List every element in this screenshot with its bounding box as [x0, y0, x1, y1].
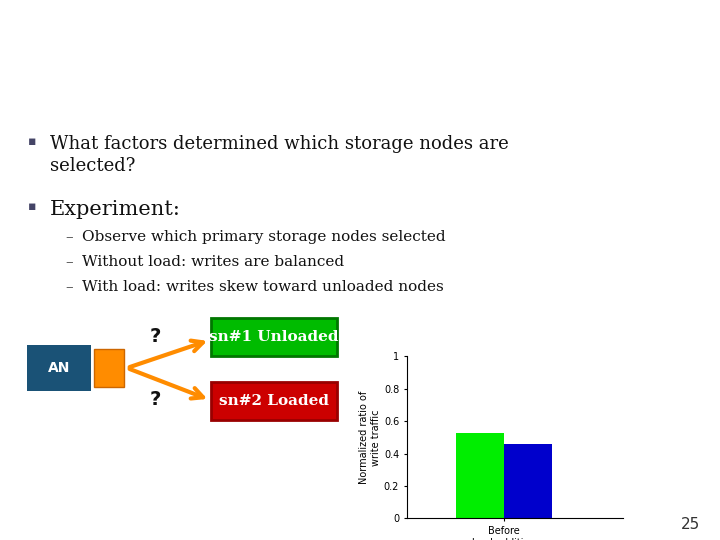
Text: –: –: [65, 255, 73, 269]
Text: ?: ?: [149, 327, 161, 347]
Text: sn#1 Unloaded: sn#1 Unloaded: [210, 330, 338, 344]
FancyBboxPatch shape: [211, 382, 337, 420]
Text: ?: ?: [149, 390, 161, 409]
Text: selected?: selected?: [50, 157, 135, 175]
FancyBboxPatch shape: [94, 349, 124, 387]
FancyBboxPatch shape: [27, 345, 91, 391]
Text: –: –: [65, 280, 73, 294]
FancyBboxPatch shape: [211, 318, 337, 356]
Text: AN: AN: [48, 361, 70, 375]
Text: Write Load Balancing: Write Load Balancing: [174, 24, 546, 56]
Text: Without load: writes are balanced: Without load: writes are balanced: [82, 255, 344, 269]
Text: ▪: ▪: [28, 135, 37, 148]
Text: 25: 25: [680, 517, 700, 532]
Text: Observe which primary storage nodes selected: Observe which primary storage nodes sele…: [82, 230, 446, 244]
Text: With load: writes skew toward unloaded nodes: With load: writes skew toward unloaded n…: [82, 280, 444, 294]
Text: ▪: ▪: [28, 200, 37, 213]
Text: Experiment:: Experiment:: [50, 200, 181, 219]
Text: What factors determined which storage nodes are: What factors determined which storage no…: [50, 135, 509, 153]
Bar: [504, 444, 552, 518]
Text: –: –: [65, 230, 73, 244]
Text: sn#2 Loaded: sn#2 Loaded: [219, 394, 329, 408]
Y-axis label: Normalized ratio of
write traffic: Normalized ratio of write traffic: [359, 391, 381, 484]
Bar: [456, 433, 504, 518]
